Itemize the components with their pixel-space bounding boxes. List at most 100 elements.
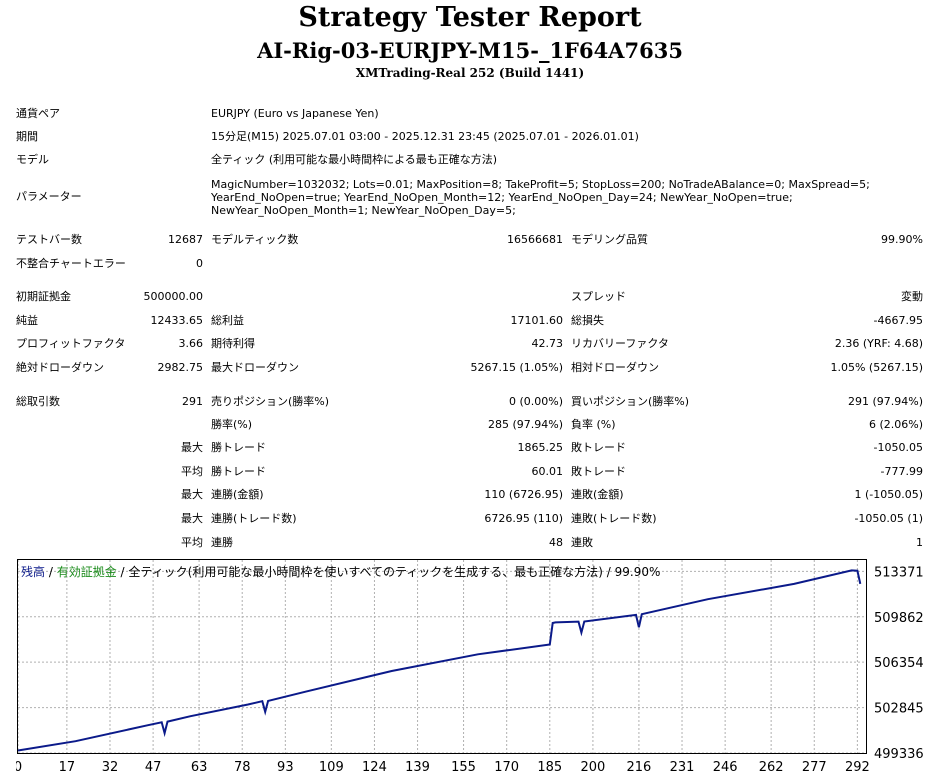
x-tick-label: 155	[451, 760, 476, 775]
profit-factor-label: プロフィットファクタ	[16, 337, 126, 350]
chart-grid	[17, 560, 866, 754]
x-tick-label: 277	[802, 760, 827, 775]
bars-label: テストバー数	[16, 233, 82, 246]
x-tick-label: 47	[145, 760, 162, 775]
max-cons-wins-count-label: 連勝(トレード数)	[211, 512, 297, 525]
long-label: 買いポジション(勝率%)	[571, 395, 690, 408]
y-tick-label: 509862	[874, 611, 924, 626]
x-tick-label: 200	[581, 760, 606, 775]
short-label: 売りポジション(勝率%)	[211, 395, 330, 408]
max-cons-losses-count-value: -1050.05 (1)	[854, 512, 923, 525]
gross-profit-value: 17101.60	[510, 314, 564, 327]
largest-win-label: 勝トレード	[211, 441, 266, 454]
y-tick-label: 499336	[874, 747, 924, 762]
x-tick-label: 185	[537, 760, 562, 775]
x-tick-label: 93	[277, 760, 294, 775]
max-cons-money-prefix: 最大	[181, 488, 203, 501]
recovery-factor-label: リカバリーファクタ	[571, 337, 669, 350]
x-tick-label: 246	[713, 760, 738, 775]
x-tick-label: 63	[191, 760, 208, 775]
balance-line	[17, 569, 862, 752]
avg-loss-label: 敗トレード	[571, 465, 626, 478]
loss-rate-label: 負率 (%)	[571, 418, 616, 431]
ticks-value: 16566681	[507, 233, 563, 246]
y-tick-label: 502845	[874, 702, 924, 717]
largest-loss-value: -1050.05	[873, 441, 923, 454]
loss-rate-value: 6 (2.06%)	[868, 418, 923, 431]
ticks-label: モデルティック数	[211, 233, 299, 246]
x-tick-label: 109	[319, 760, 344, 775]
avg-win-value: 60.01	[531, 465, 564, 478]
avg-cons-losses-value: 1	[916, 536, 923, 549]
spread-value: 変動	[901, 290, 923, 303]
rel-dd-value: 1.05% (5267.15)	[830, 361, 923, 374]
avg-win-label: 勝トレード	[211, 465, 266, 478]
max-cons-losses-money-label: 連敗(金額)	[571, 488, 624, 501]
max-cons-wins-money-value: 110 (6726.95)	[484, 488, 563, 501]
expected-payoff-value: 42.73	[531, 337, 564, 350]
gross-loss-value: -4667.95	[873, 314, 923, 327]
params-label: パラメーター	[16, 190, 82, 203]
total-trades-value: 291	[182, 395, 203, 408]
largest-win-value: 1865.25	[517, 441, 564, 454]
max-cons-losses-money-value: 1 (-1050.05)	[854, 488, 923, 501]
x-tick-label: 32	[102, 760, 119, 775]
max-cons-wins-count-value: 6726.95 (110)	[484, 512, 563, 525]
net-profit-value: 12433.65	[150, 314, 204, 327]
average-prefix: 平均	[181, 465, 203, 478]
x-tick-label: 0	[16, 760, 22, 775]
x-tick-label: 78	[234, 760, 251, 775]
mismatch-label: 不整合チャートエラー	[16, 257, 126, 270]
x-tick-label: 231	[670, 760, 695, 775]
legend-equity: 有効証拠金	[56, 565, 117, 579]
x-tick-label: 139	[405, 760, 430, 775]
gross-profit-label: 総利益	[211, 314, 244, 327]
rel-dd-label: 相対ドローダウン	[571, 361, 659, 374]
net-profit-label: 純益	[16, 314, 38, 327]
deposit-value: 500000.00	[143, 290, 204, 303]
y-tick-label: 506354	[874, 656, 924, 671]
win-rate-label: 勝率(%)	[211, 418, 253, 431]
legend-balance: 残高	[21, 565, 46, 579]
long-value: 291 (97.94%)	[847, 395, 923, 408]
model-value: 全ティック (利用可能な最小時間枠による最も正確な方法)	[211, 153, 498, 166]
avg-cons-prefix: 平均	[181, 536, 203, 549]
model-quality-value: 99.90%	[881, 233, 923, 246]
model-label: モデル	[16, 153, 49, 166]
expected-payoff-label: 期待利得	[211, 337, 255, 350]
avg-loss-value: -777.99	[880, 465, 923, 478]
legend-separator: /	[45, 565, 57, 579]
x-tick-label: 216	[626, 760, 651, 775]
x-tick-label: 292	[845, 760, 870, 775]
symbol-value: EURJPY (Euro vs Japanese Yen)	[211, 107, 379, 120]
max-dd-value: 5267.15 (1.05%)	[470, 361, 563, 374]
report-title: Strategy Tester Report	[298, 2, 642, 33]
x-tick-labels: 0 17 32 47 63 78 93 109 124 139 155 170 185 200 216 231…	[16, 760, 870, 775]
x-tick-label: 170	[494, 760, 519, 775]
period-value: 15分足(M15) 2025.07.01 03:00 - 2025.12.31 …	[211, 130, 639, 143]
balance-chart: 513371 509862 506354 502845 499336 0 17 32 47 63…	[16, 559, 924, 775]
mismatch-value: 0	[196, 257, 203, 270]
x-tick-label: 262	[759, 760, 784, 775]
max-cons-count-prefix: 最大	[181, 512, 203, 525]
short-value: 0 (0.00%)	[508, 395, 563, 408]
largest-loss-label: 敗トレード	[571, 441, 626, 454]
chart-legend: 残高 / 有効証拠金 / 全ティック(利用可能な最小時間枠を使いすべてのティック…	[21, 565, 660, 579]
symbol-label: 通貨ペア	[16, 107, 60, 120]
avg-cons-losses-label: 連敗	[571, 536, 593, 549]
spread-label: スプレッド	[571, 290, 626, 303]
avg-cons-wins-label: 連勝	[211, 536, 233, 549]
y-tick-label: 513371	[874, 565, 924, 580]
model-quality-label: モデリング品質	[571, 233, 648, 246]
expert-name: AI-Rig-03-EURJPY-M15-_1F64A7635	[257, 38, 683, 63]
y-tick-labels: 513371 509862 506354 502845 499336	[874, 565, 924, 762]
avg-cons-wins-value: 48	[549, 536, 563, 549]
x-tick-label: 124	[362, 760, 387, 775]
plot-frame	[17, 559, 867, 754]
legend-description: / 全ティック(利用可能な最小時間枠を使いすべてのティックを生成する、最も正確な…	[116, 565, 661, 579]
profit-factor-value: 3.66	[178, 337, 204, 350]
server-build: XMTrading-Real 252 (Build 1441)	[355, 66, 585, 80]
gross-loss-label: 総損失	[571, 314, 604, 327]
largest-prefix: 最大	[181, 441, 203, 454]
abs-dd-value: 2982.75	[157, 361, 204, 374]
